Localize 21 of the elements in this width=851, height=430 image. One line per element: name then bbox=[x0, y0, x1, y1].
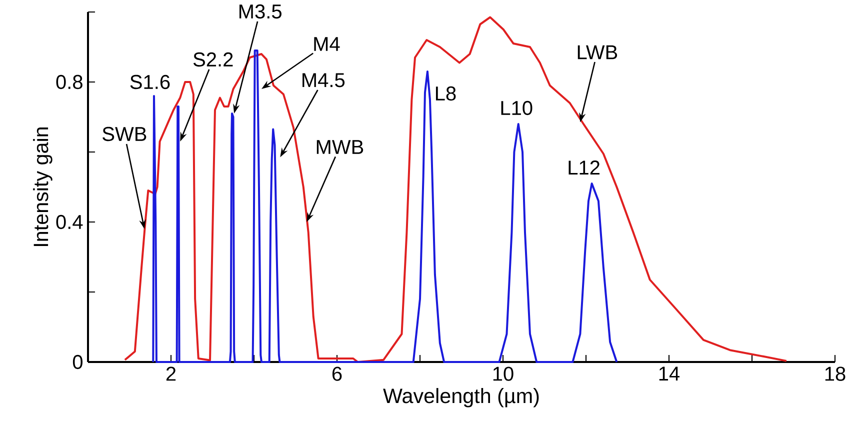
annotation: LWB bbox=[578, 45, 618, 60]
annotation: L12 bbox=[568, 160, 600, 174]
annotation: L10 bbox=[501, 100, 532, 116]
x-axis-title: Wavelength (µm) bbox=[383, 388, 539, 408]
x-tick-label: 2 bbox=[166, 366, 176, 381]
annotation: S1.6 bbox=[130, 74, 170, 90]
x-tick-label: 14 bbox=[659, 366, 680, 380]
annotation: MWB bbox=[316, 140, 364, 154]
annotation: SWB bbox=[102, 126, 146, 142]
y-tick-label: 0.8 bbox=[56, 74, 82, 90]
x-tick-label: 18 bbox=[825, 366, 846, 381]
annotation: M4 bbox=[314, 37, 340, 51]
annotation: S2.2 bbox=[193, 52, 233, 67]
annotation: M4.5 bbox=[302, 73, 345, 88]
annotation: M3.5 bbox=[239, 4, 282, 19]
y-axis-title: Intensity gain bbox=[33, 127, 52, 246]
y-tick-label: 0 bbox=[72, 354, 82, 370]
annotation: L8 bbox=[436, 86, 456, 101]
x-tick-label: 10 bbox=[493, 366, 514, 381]
x-tick-label: 6 bbox=[332, 366, 342, 381]
y-tick-label: 0.4 bbox=[56, 214, 83, 230]
